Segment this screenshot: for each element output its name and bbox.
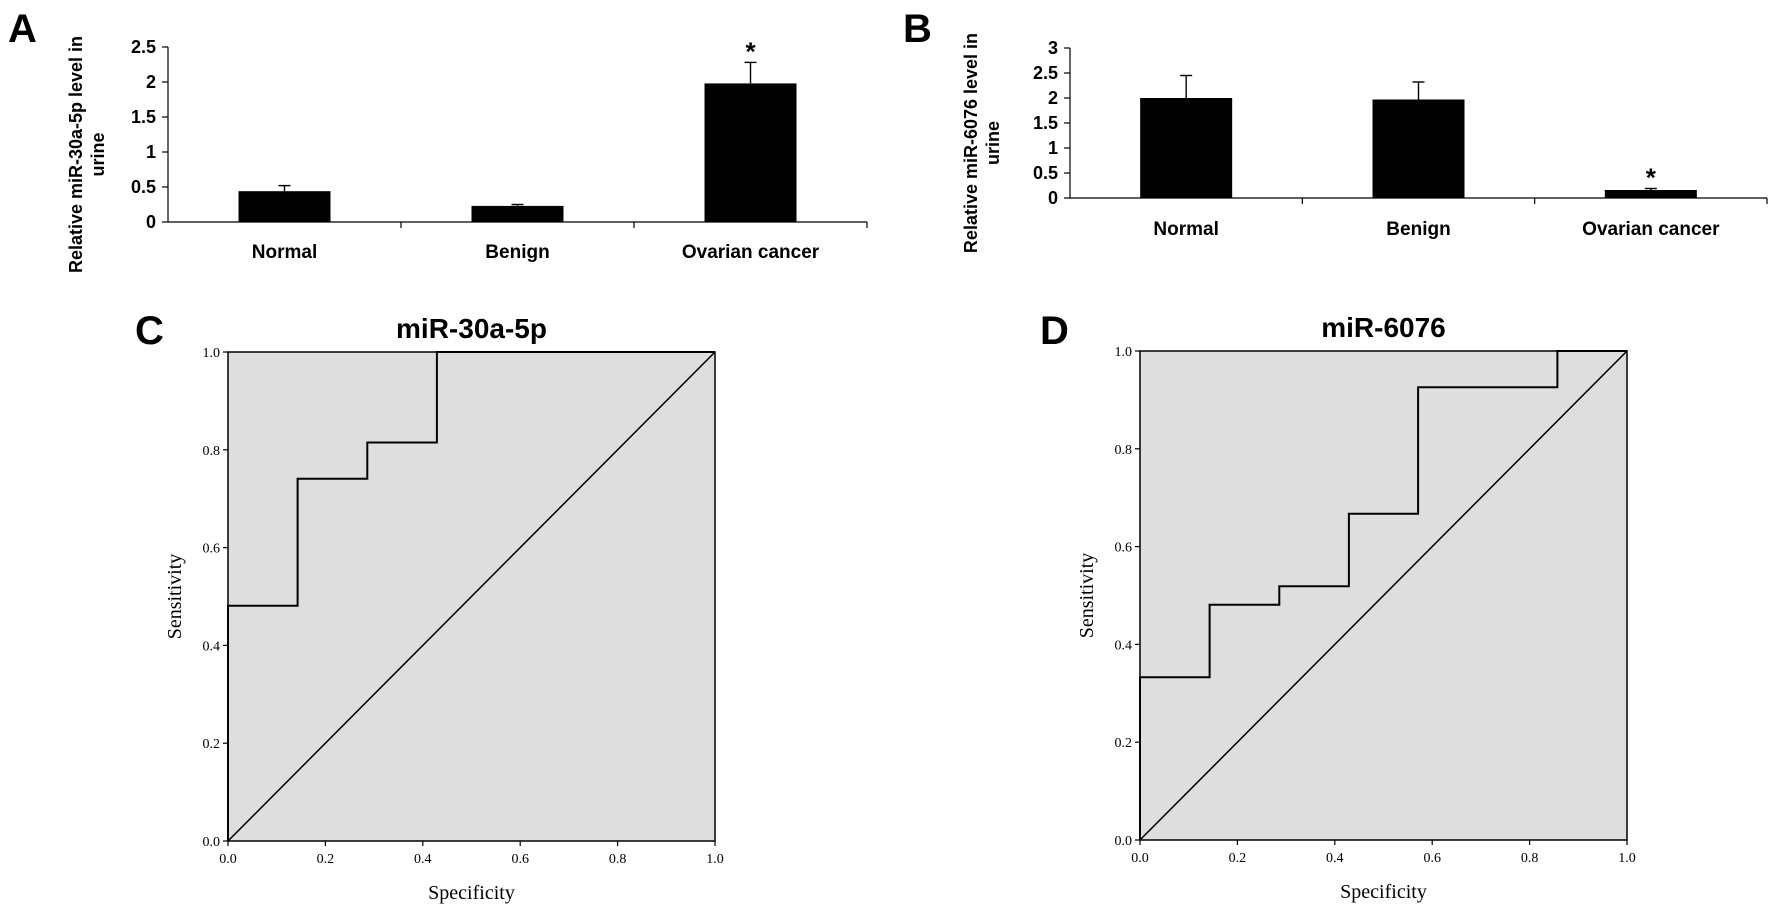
category-label: Ovarian cancer	[1582, 219, 1720, 240]
y-tick-label: 0.0	[203, 835, 221, 850]
y-axis-label: Sensitivity	[1076, 553, 1098, 639]
bar	[238, 191, 331, 222]
roc-chart-d: 0.0 0.0 0.2 0.2 0.4 0.4 0.6 0.6 0.8 0.8 1.0 1.0 miR-…	[1076, 312, 1636, 903]
x-tick-label: 1.0	[706, 852, 724, 867]
bar	[1604, 190, 1697, 198]
x-axis-label: Specificity	[1340, 881, 1427, 903]
y-axis-label: Relative miR-30a-5p level in urine	[66, 36, 108, 273]
x-tick-label: 0.6	[511, 852, 529, 867]
significance-marker: *	[745, 36, 756, 66]
x-tick-label: 1.0	[1618, 851, 1636, 866]
bar	[704, 83, 797, 223]
x-tick-label: 0.2	[317, 852, 335, 867]
y-tick-label: 1	[146, 142, 156, 162]
bar	[471, 205, 564, 222]
y-tick-label: 1.0	[1115, 345, 1133, 360]
y-tick-label: 0.8	[1115, 443, 1133, 458]
y-tick-label: 0.2	[203, 737, 221, 752]
x-tick-label: 0.6	[1423, 851, 1441, 866]
x-axis-label: Specificity	[428, 882, 515, 904]
x-tick-label: 0.8	[609, 852, 627, 867]
category-label: Normal	[252, 242, 317, 263]
y-tick-label: 3	[1048, 38, 1058, 58]
roc-curve	[1139, 350, 1627, 840]
y-tick-label: 0.8	[203, 444, 221, 459]
y-tick-label: 0.6	[203, 542, 221, 557]
category-label: Normal	[1153, 219, 1218, 240]
chart-title: miR-30a-5p	[396, 313, 547, 344]
y-tick-label: 0.4	[1115, 638, 1133, 653]
y-tick-label: 0.4	[203, 639, 221, 654]
y-tick-label: 1.0	[203, 346, 221, 361]
bar	[1372, 99, 1465, 198]
significance-marker: *	[1646, 163, 1657, 193]
y-tick-label: 0	[1048, 188, 1058, 208]
y-tick-label: 2.5	[131, 37, 156, 57]
reference-diagonal	[227, 351, 716, 842]
x-tick-label: 0.0	[219, 852, 237, 867]
y-axis-label: Relative miR-6076 level in urine	[961, 33, 1003, 253]
y-tick-label: 0.0	[1115, 834, 1133, 849]
bar-chart-a: 0 0.5 1 1.5 2 2.5 Normal Benign Ovarian cancer * R…	[66, 36, 868, 273]
x-tick-label: 0.4	[1326, 851, 1344, 866]
reference-diagonal	[1139, 350, 1628, 841]
panel-letter-c: C	[135, 309, 164, 353]
y-tick-label: 2	[146, 72, 156, 92]
y-tick-label: 0.6	[1115, 541, 1133, 556]
x-tick-label: 0.8	[1521, 851, 1539, 866]
panel-letter-a: A	[8, 7, 37, 51]
y-tick-label: 1.5	[131, 107, 156, 127]
x-tick-label: 0.0	[1131, 851, 1149, 866]
panel-letter-b: B	[903, 7, 932, 51]
y-tick-label: 0.2	[1115, 736, 1133, 751]
category-label: Benign	[485, 242, 549, 263]
y-tick-label: 0.5	[1033, 163, 1058, 183]
y-tick-label: 2.5	[1033, 63, 1058, 83]
y-tick-label: 0.5	[131, 177, 156, 197]
y-tick-label: 0	[146, 212, 156, 232]
bar-chart-b: 0 0.5 1 1.5 2 2.5 3 Normal Benign Ovarian cancer *…	[961, 33, 1768, 253]
category-label: Benign	[1386, 219, 1450, 240]
bar	[1140, 98, 1233, 198]
panel-letter-d: D	[1040, 309, 1069, 353]
x-tick-label: 0.2	[1229, 851, 1247, 866]
y-tick-label: 1	[1048, 138, 1058, 158]
x-tick-label: 0.4	[414, 852, 432, 867]
chart-title: miR-6076	[1321, 312, 1446, 343]
y-tick-label: 2	[1048, 88, 1058, 108]
roc-curve	[227, 351, 715, 841]
y-tick-label: 1.5	[1033, 113, 1058, 133]
category-label: Ovarian cancer	[682, 242, 820, 263]
y-axis-label: Sensitivity	[164, 554, 186, 640]
roc-chart-c: 0.0 0.0 0.2 0.2 0.4 0.4 0.6 0.6 0.8 0.8 1.0 1.0 miR-…	[164, 313, 724, 904]
